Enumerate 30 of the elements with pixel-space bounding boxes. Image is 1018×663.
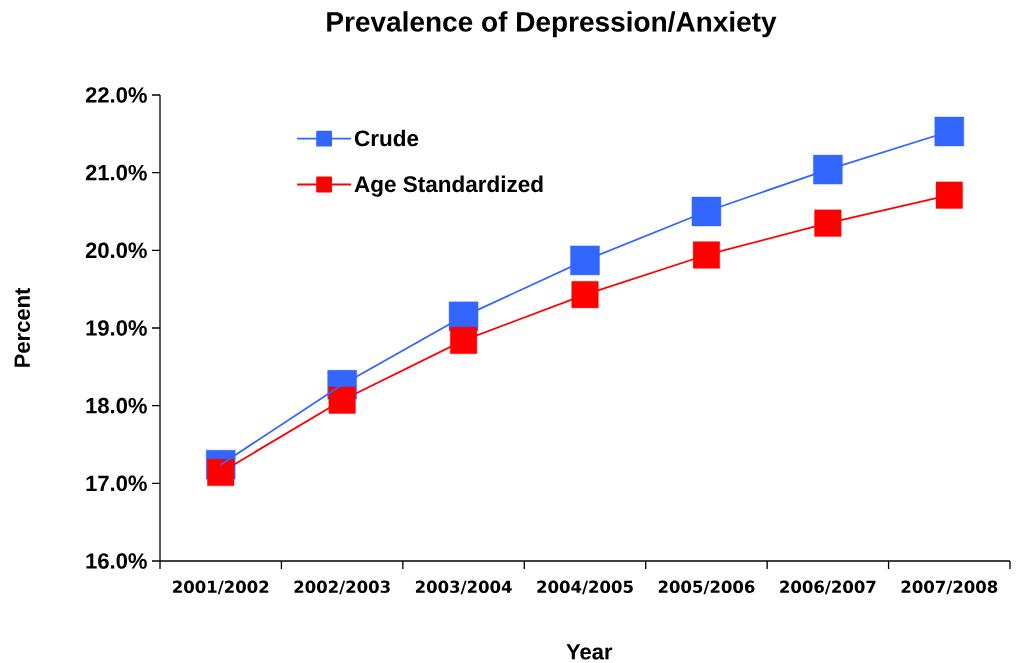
point — [450, 326, 478, 354]
y-axis-title: Percent — [14, 287, 30, 367]
x-tick-label: 2007/2008 — [901, 580, 998, 595]
x-tick-label: 2006/2007 — [780, 580, 876, 595]
chart-title: Prevalence of Depression/Anxiety — [327, 11, 777, 38]
y-tick-label: 22.0% — [85, 87, 147, 103]
x-tick-label: 2002/2003 — [294, 580, 390, 595]
legend-label: Age Standardized — [354, 175, 543, 197]
y-tick-label: 18.0% — [86, 397, 147, 414]
point — [570, 245, 600, 276]
point — [692, 241, 720, 269]
point — [813, 154, 843, 185]
x-tick-label: 2003/2004 — [415, 580, 512, 595]
legend-label: Crude — [354, 129, 419, 147]
x-axis-title: Year — [566, 644, 613, 660]
point — [934, 116, 964, 147]
y-tick-label: 16.0% — [86, 553, 147, 569]
x-tick-label: 2004/2005 — [537, 580, 633, 595]
point — [814, 209, 842, 237]
y-tick-label: 17.0% — [86, 475, 147, 492]
y-tick-label: 19.0% — [86, 320, 147, 336]
y-tick-label: 20.0% — [85, 242, 147, 259]
point — [935, 181, 963, 209]
point — [571, 281, 599, 309]
point — [207, 458, 235, 486]
x-tick-label: 2005/2006 — [658, 580, 755, 595]
x-tick-label: 2001/2002 — [173, 580, 269, 595]
y-tick-label: 21.0% — [85, 164, 147, 181]
point — [328, 386, 356, 414]
point — [691, 196, 722, 227]
